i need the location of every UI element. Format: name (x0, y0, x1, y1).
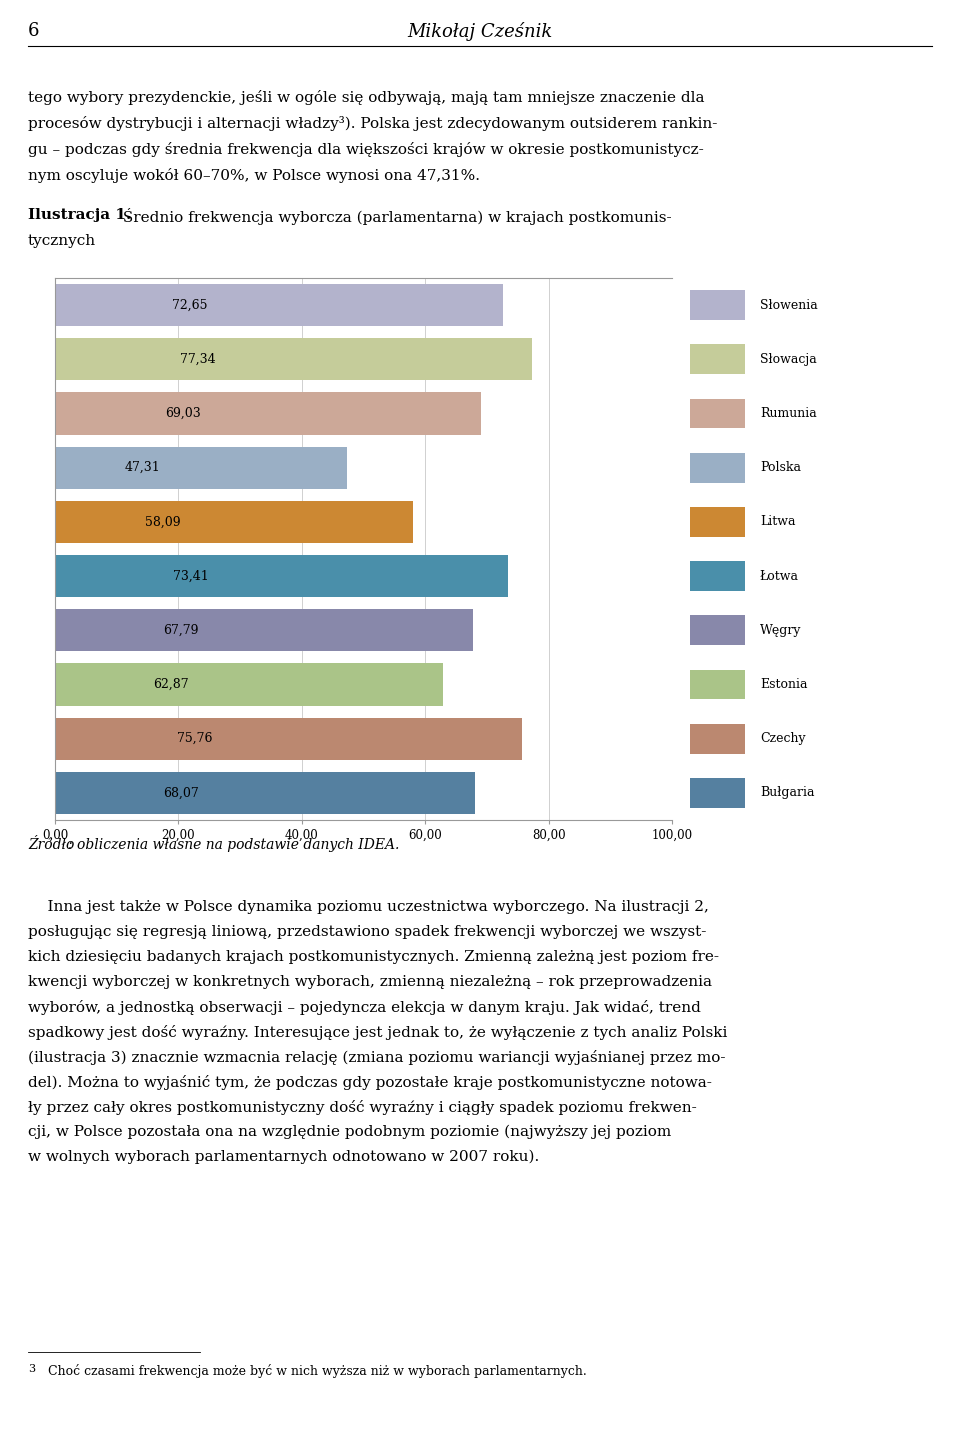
Text: Estonia: Estonia (760, 678, 807, 691)
Text: 58,09: 58,09 (145, 516, 180, 528)
Text: Ilustracja 1.: Ilustracja 1. (28, 207, 132, 222)
Text: tycznych: tycznych (28, 233, 96, 248)
FancyBboxPatch shape (690, 615, 745, 645)
Text: Litwa: Litwa (760, 516, 796, 528)
FancyBboxPatch shape (690, 399, 745, 429)
Text: 6: 6 (28, 22, 39, 40)
Text: Bułgaria: Bułgaria (760, 786, 814, 799)
FancyBboxPatch shape (690, 724, 745, 753)
Text: 67,79: 67,79 (163, 624, 198, 636)
Text: spadkowy jest dość wyraźny. Interesujące jest jednak to, że wyłączenie z tych an: spadkowy jest dość wyraźny. Interesujące… (28, 1025, 728, 1040)
Bar (55, 717, 522, 760)
FancyBboxPatch shape (690, 778, 745, 808)
Text: del). Można to wyjaśnić tym, że podczas gdy pozostałe kraje postkomunistyczne no: del). Można to wyjaśnić tym, że podczas … (28, 1076, 712, 1090)
Bar (55, 554, 508, 598)
Text: ły przez cały okres postkomunistyczny dość wyraźny i ciągły spadek poziomu frekw: ły przez cały okres postkomunistyczny do… (28, 1100, 697, 1115)
FancyBboxPatch shape (690, 562, 745, 590)
FancyBboxPatch shape (690, 452, 745, 482)
Text: Źródło: Źródło (28, 838, 74, 852)
Text: cji, w Polsce pozostała ona na względnie podobnym poziomie (najwyższy jej poziom: cji, w Polsce pozostała ona na względnie… (28, 1125, 671, 1139)
Text: 75,76: 75,76 (178, 732, 213, 746)
Text: procesów dystrybucji i alternacji władzy³). Polska jest zdecydowanym outsiderem : procesów dystrybucji i alternacji władzy… (28, 117, 717, 131)
Text: 68,07: 68,07 (163, 786, 199, 799)
Text: 77,34: 77,34 (180, 353, 216, 366)
FancyBboxPatch shape (690, 291, 745, 320)
Bar (55, 338, 532, 380)
Bar (55, 284, 503, 327)
Text: Rumunia: Rumunia (760, 408, 817, 420)
Bar (55, 392, 481, 435)
Text: Łotwa: Łotwa (760, 570, 799, 583)
Bar (55, 501, 414, 543)
Text: (ilustracja 3) znacznie wzmacnia relację (zmiana poziomu wariancji wyjaśnianej p: (ilustracja 3) znacznie wzmacnia relację… (28, 1050, 726, 1066)
Text: w wolnych wyborach parlamentarnych odnotowano w 2007 roku).: w wolnych wyborach parlamentarnych odnot… (28, 1151, 540, 1165)
Text: 47,31: 47,31 (125, 461, 160, 474)
Text: kwencji wyborczej w konkretnych wyborach, zmienną niezależną – rok przeprowadzen: kwencji wyborczej w konkretnych wyborach… (28, 975, 712, 989)
Bar (55, 609, 473, 651)
Text: Słowenia: Słowenia (760, 298, 818, 311)
Text: posługując się regresją liniową, przedstawiono spadek frekwencji wyborczej we ws: posługując się regresją liniową, przedst… (28, 924, 707, 939)
Bar (55, 664, 443, 706)
FancyBboxPatch shape (690, 670, 745, 700)
Text: nym oscyluje wokół 60–70%, w Polsce wynosi ona 47,31%.: nym oscyluje wokół 60–70%, w Polsce wyno… (28, 168, 480, 183)
Text: tego wybory prezydenckie, jeśli w ogóle się odbywają, mają tam mniejsze znaczeni: tego wybory prezydenckie, jeśli w ogóle … (28, 89, 705, 105)
Text: gu – podczas gdy średnia frekwencja dla większości krajów w okresie postkomunist: gu – podczas gdy średnia frekwencja dla … (28, 143, 704, 157)
Bar (55, 772, 475, 814)
FancyBboxPatch shape (690, 344, 745, 374)
Text: : obliczenia własne na podstawie danych IDEA.: : obliczenia własne na podstawie danych … (68, 838, 399, 852)
Text: 72,65: 72,65 (172, 298, 207, 311)
Text: Słowacja: Słowacja (760, 353, 817, 366)
Text: Średnio frekwencja wyborcza (parlamentarna) w krajach postkomunis-: Średnio frekwencja wyborcza (parlamentar… (118, 207, 672, 225)
Text: wyborów, a jednostką obserwacji – pojedyncza elekcja w danym kraju. Jak widać, t: wyborów, a jednostką obserwacji – pojedy… (28, 999, 701, 1015)
Text: Węgry: Węgry (760, 624, 802, 636)
Text: kich dziesięciu badanych krajach postkomunistycznych. Zmienną zależną jest pozio: kich dziesięciu badanych krajach postkom… (28, 950, 719, 963)
Bar (55, 446, 347, 488)
Text: Polska: Polska (760, 461, 801, 474)
Text: 3: 3 (28, 1364, 36, 1374)
Text: Mikołaj Cześnik: Mikołaj Cześnik (407, 22, 553, 40)
Text: Czechy: Czechy (760, 732, 805, 746)
Text: 73,41: 73,41 (173, 570, 208, 583)
Text: 69,03: 69,03 (165, 408, 201, 420)
FancyBboxPatch shape (690, 507, 745, 537)
Text: Inna jest także w Polsce dynamika poziomu uczestnictwa wyborczego. Na ilustracji: Inna jest także w Polsce dynamika poziom… (28, 900, 708, 914)
Text: 62,87: 62,87 (154, 678, 189, 691)
Text: Choć czasami frekwencja może być w nich wyższa niż w wyborach parlamentarnych.: Choć czasami frekwencja może być w nich … (40, 1364, 587, 1378)
